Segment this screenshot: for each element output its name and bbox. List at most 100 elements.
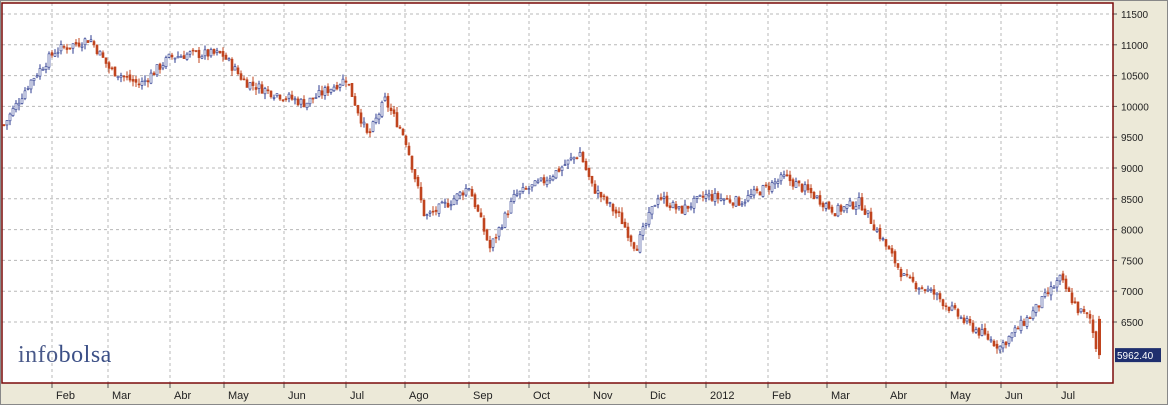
candle-body — [203, 49, 207, 57]
candle-body — [893, 251, 897, 264]
candle-body — [962, 317, 966, 323]
candle-body — [143, 79, 147, 82]
candle-body — [1010, 332, 1014, 339]
x-tick-label: Dic — [650, 390, 666, 402]
candle-body — [674, 203, 678, 210]
candle-body — [947, 306, 951, 312]
candle-body — [746, 195, 750, 202]
candle-body — [911, 276, 915, 282]
candle-body — [683, 204, 687, 215]
candle-body — [776, 180, 780, 184]
logo-text-info: info — [18, 342, 59, 368]
candle-body — [845, 204, 849, 209]
candle-body — [992, 340, 996, 347]
candle-body — [779, 174, 783, 182]
candle-body — [5, 120, 9, 126]
candle-body — [737, 197, 741, 206]
candle-body — [314, 97, 318, 99]
candle-body — [602, 195, 606, 198]
candle-body — [407, 145, 411, 156]
candle-body — [908, 276, 912, 279]
candle-body — [368, 131, 372, 134]
candle-body — [140, 81, 144, 86]
candle-body — [47, 53, 51, 68]
candle-body — [473, 194, 477, 208]
candle-body — [251, 81, 255, 86]
candle-body — [587, 167, 591, 177]
candle-body — [422, 199, 426, 217]
candle-body — [362, 121, 366, 125]
candle-body — [710, 194, 714, 201]
candle-body — [641, 226, 645, 236]
candle-body — [53, 52, 57, 57]
y-tick-label: 11500 — [1121, 10, 1149, 21]
candle-body — [371, 121, 375, 132]
candle-body — [200, 55, 204, 59]
candle-body — [287, 93, 291, 99]
candle-body — [374, 117, 378, 123]
candle-body — [290, 94, 294, 100]
x-tick-label: Abr — [174, 390, 191, 402]
candle-body — [599, 192, 603, 198]
candle-body — [26, 88, 30, 90]
candle-body — [230, 58, 234, 71]
candle-body — [548, 178, 552, 182]
candle-body — [902, 273, 906, 276]
candle-body — [938, 293, 942, 300]
candle-body — [311, 97, 315, 100]
candle-body — [605, 196, 609, 204]
candle-body — [296, 98, 300, 106]
candle-body — [137, 83, 141, 86]
candle-body — [116, 76, 120, 78]
candle-body — [365, 123, 369, 133]
x-tick-label: Abr — [890, 390, 907, 402]
candle-body — [1049, 286, 1053, 296]
candle-body — [926, 288, 930, 292]
candle-body — [185, 53, 189, 60]
candle-body — [269, 90, 273, 98]
candle-body — [239, 73, 243, 80]
candle-body — [20, 98, 24, 104]
candle-body — [875, 229, 879, 232]
candle-body — [872, 224, 876, 231]
candle-body — [479, 212, 483, 218]
candle-body — [866, 210, 870, 214]
candle-body — [65, 47, 69, 50]
candle-body — [494, 236, 498, 239]
candle-body — [101, 52, 105, 58]
candle-body — [815, 195, 819, 198]
candle-body — [89, 39, 93, 42]
candle-body — [854, 206, 858, 210]
candle-body — [1037, 305, 1041, 308]
candle-body — [110, 67, 114, 70]
candle-body — [233, 66, 237, 71]
candle-body — [68, 47, 72, 50]
candle-body — [437, 203, 441, 214]
candle-body — [530, 184, 534, 188]
candle-body — [839, 205, 843, 212]
candle-body — [164, 57, 168, 67]
candle-body — [302, 99, 306, 108]
candle-body — [644, 223, 648, 226]
candle-body — [77, 42, 81, 47]
candle-body — [734, 196, 738, 207]
candle-body — [386, 95, 390, 108]
y-tick-label: 6500 — [1121, 318, 1144, 329]
candle-body — [221, 51, 225, 57]
candle-body — [722, 198, 726, 201]
candle-body — [44, 66, 48, 70]
candle-body — [263, 88, 267, 95]
candle-body — [377, 114, 381, 120]
candle-body — [506, 213, 510, 216]
candle-body — [449, 204, 453, 207]
candle-body — [728, 199, 732, 203]
candle-body — [383, 96, 387, 101]
candle-body — [608, 202, 612, 204]
candle-body — [1079, 308, 1083, 313]
candle-body — [512, 194, 516, 202]
candle-body — [860, 197, 864, 211]
candle-body — [941, 299, 945, 307]
candle-body — [236, 67, 240, 74]
candle-body — [773, 181, 777, 185]
